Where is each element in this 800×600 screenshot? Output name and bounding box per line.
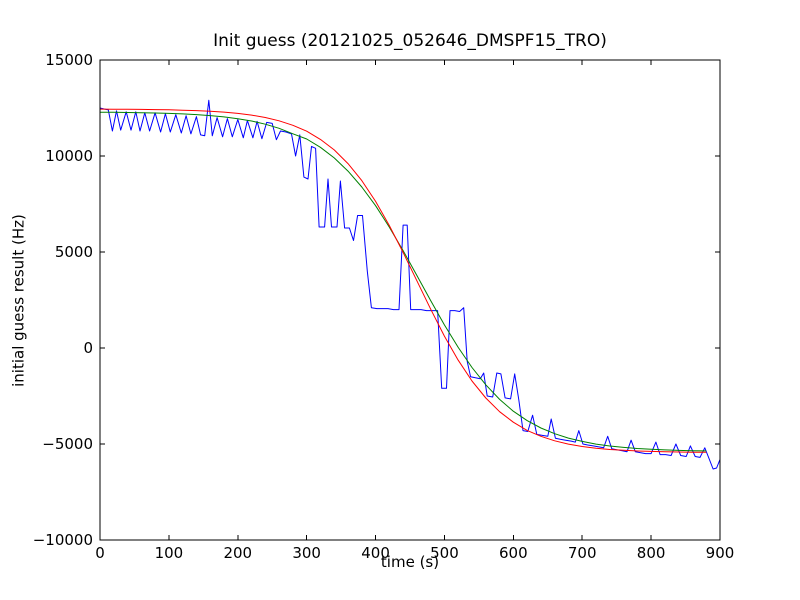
x-tick-label: 900 (706, 544, 735, 562)
x-tick-label: 300 (292, 544, 321, 562)
x-tick-label: 700 (568, 544, 597, 562)
x-tick-label: 200 (223, 544, 252, 562)
y-tick-label: −5000 (42, 435, 93, 453)
y-tick-label: 10000 (45, 147, 93, 165)
y-tick-label: 5000 (55, 243, 93, 261)
plot-frame (99, 59, 721, 541)
x-axis-label: time (s) (380, 553, 440, 571)
series-line-fit-curve-red (100, 108, 707, 453)
y-tick-label: 0 (83, 339, 93, 357)
x-tick-label: 100 (155, 544, 184, 562)
chart-title: Init guess (20121025_052646_DMSPF15_TRO) (213, 31, 607, 51)
y-tick-label: 15000 (45, 51, 93, 69)
series-line-measured-data (100, 99, 720, 470)
y-tick-label: −10000 (33, 531, 93, 549)
x-tick-label: 400 (361, 544, 390, 562)
series-line-fit-curve-green (100, 111, 707, 452)
x-tick-label: 600 (499, 544, 528, 562)
x-tick-label: 0 (95, 544, 105, 562)
x-tick-label: 800 (637, 544, 666, 562)
y-axis-label: initial guess result (Hz) (9, 214, 28, 387)
x-tick-label: 500 (430, 544, 459, 562)
